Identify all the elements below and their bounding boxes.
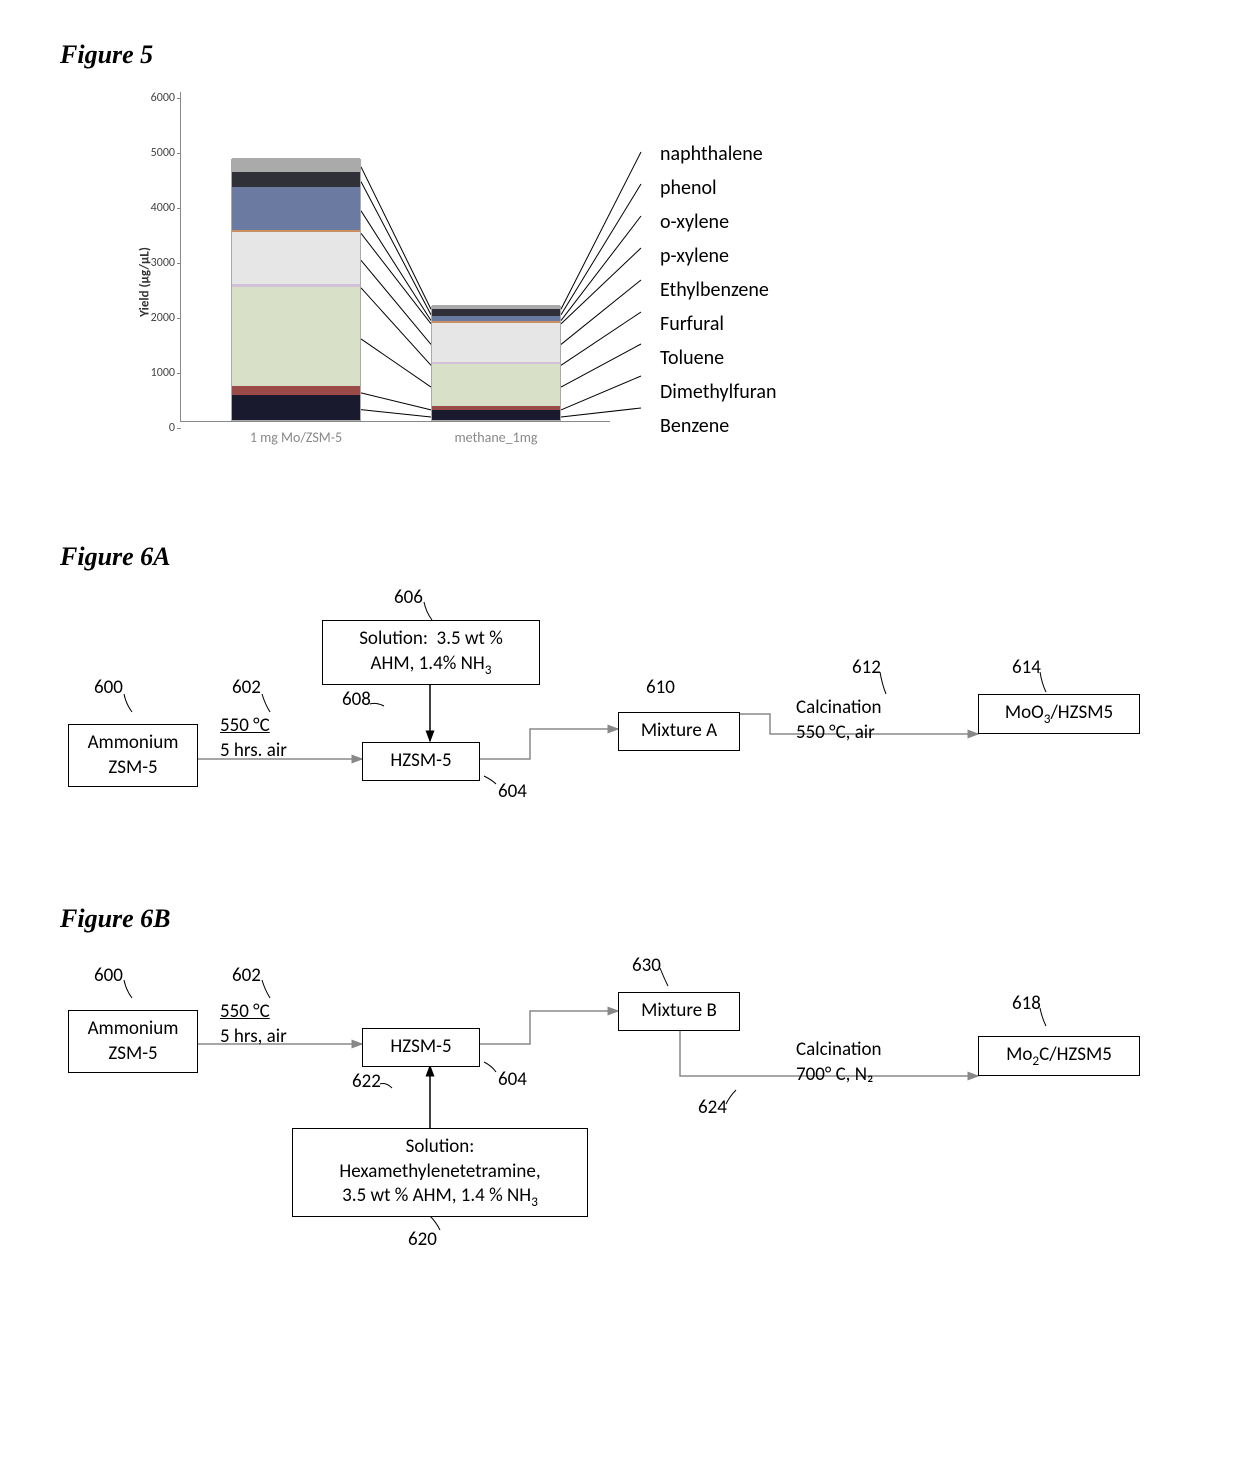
seg-Toluene xyxy=(232,287,360,386)
ref-604-6b: 604 xyxy=(498,1068,527,1091)
ref-602-6b: 602 xyxy=(232,964,261,987)
seg-Furfural xyxy=(232,284,360,287)
legend-item-Benzene: Benzene xyxy=(660,414,776,438)
seg-Furfural xyxy=(432,362,560,364)
seg-Ethylbenzene xyxy=(432,323,560,363)
ytick: 3000 xyxy=(151,256,175,270)
seg-p-xylene xyxy=(232,230,360,232)
node-ammonium-6a: AmmoniumZSM-5 xyxy=(68,724,198,787)
flowchart-6a: AmmoniumZSM-5 600 550 °C 5 hrs. air 602 … xyxy=(60,584,1180,844)
legend-item-phenol: phenol xyxy=(660,176,776,200)
ref-602-6a: 602 xyxy=(232,676,261,699)
seg-phenol xyxy=(232,172,360,187)
figure-5: Figure 5 Yield (μg/μL) 01000200030004000… xyxy=(60,40,1180,482)
edge3-6b: Calcination 700° C, N₂ xyxy=(796,1038,881,1087)
edge1-line1-6b: 550 °C xyxy=(220,1000,270,1023)
legend-item-Furfural: Furfural xyxy=(660,312,776,336)
ref-606-6a: 606 xyxy=(394,586,423,609)
node-product-6b: Mo2C/HZSM5 xyxy=(978,1036,1140,1076)
edge3-line1-6a: Calcination xyxy=(796,696,881,719)
flowchart-6b: AmmoniumZSM-5 600 550 °C 5 hrs, air 602 … xyxy=(60,946,1180,1266)
edge3-line2-6a: 550 °C, air xyxy=(796,721,875,744)
legend-list: naphthalene phenol o-xylene p-xylene Ethylbe… xyxy=(660,142,776,482)
ytick: 4000 xyxy=(151,201,175,215)
node-ammonium-6b: AmmoniumZSM-5 xyxy=(68,1010,198,1073)
seg-phenol xyxy=(432,309,560,316)
ref-620-6b: 620 xyxy=(408,1228,437,1251)
seg-o-xylene xyxy=(432,316,560,321)
ref-610-6a: 610 xyxy=(646,676,675,699)
legend-item-Toluene: Toluene xyxy=(660,346,776,370)
ytick: 1000 xyxy=(151,366,175,380)
figure-6b-title: Figure 6B xyxy=(60,904,1180,934)
edge1-6a: 550 °C 5 hrs. air xyxy=(220,714,287,763)
edge3-line1-6b: Calcination xyxy=(796,1038,881,1061)
node-hzsm5-6a: HZSM-5 xyxy=(362,742,480,781)
ytick: 6000 xyxy=(151,91,175,105)
seg-Toluene xyxy=(432,364,560,405)
ref-600-6b: 600 xyxy=(94,964,123,987)
ref-618-6b: 618 xyxy=(1012,992,1041,1015)
chart-plot-area: Yield (μg/μL) 01000200030004000500060001… xyxy=(120,82,640,482)
ref-608-6a: 608 xyxy=(342,688,371,711)
chart-container: Yield (μg/μL) 01000200030004000500060001… xyxy=(120,82,1180,482)
edge1-line1-6a: 550 °C xyxy=(220,714,270,737)
seg-naphthalene xyxy=(432,305,560,309)
legend-item-p-xylene: p-xylene xyxy=(660,244,776,268)
edge1-line2-6b: 5 hrs, air xyxy=(220,1025,287,1048)
node-mixtureA-6a: Mixture A xyxy=(618,712,740,751)
ref-624-6b: 624 xyxy=(698,1096,727,1119)
seg-Dimethylfuran xyxy=(432,406,560,410)
seg-naphthalene xyxy=(232,158,360,172)
node-mixtureB-6b: Mixture B xyxy=(618,992,740,1031)
ytick: 2000 xyxy=(151,311,175,325)
x-category-1: methane_1mg xyxy=(431,429,561,446)
bar-1 xyxy=(431,306,561,421)
ref-600-6a: 600 xyxy=(94,676,123,699)
node-solution-6b: Solution:Hexamethylenetetramine,3.5 wt %… xyxy=(292,1128,588,1217)
figure-5-title: Figure 5 xyxy=(60,40,1180,70)
legend-item-naphthalene: naphthalene xyxy=(660,142,776,166)
figure-6b: Figure 6B AmmoniumZSM-5 600 xyxy=(60,904,1180,1266)
seg-Benzene xyxy=(232,395,360,420)
seg-o-xylene xyxy=(232,187,360,230)
seg-Dimethylfuran xyxy=(232,386,360,395)
node-solution-6a: Solution: 3.5 wt %AHM, 1.4% NH3 xyxy=(322,620,540,685)
figure-6a: Figure 6A AmmoniumZSM-5 600 xyxy=(60,542,1180,844)
legend-item-Ethylbenzene: Ethylbenzene xyxy=(660,278,776,302)
ref-614-6a: 614 xyxy=(1012,656,1041,679)
ref-622-6b: 622 xyxy=(352,1070,381,1093)
bar-0 xyxy=(231,159,361,421)
seg-Benzene xyxy=(432,410,560,420)
figure-6a-title: Figure 6A xyxy=(60,542,1180,572)
ref-612-6a: 612 xyxy=(852,656,881,679)
seg-p-xylene xyxy=(432,321,560,323)
edge3-6a: Calcination 550 °C, air xyxy=(796,696,881,745)
node-product-6a: MoO3/HZSM5 xyxy=(978,694,1140,734)
ref-630-6b: 630 xyxy=(632,954,661,977)
legend-item-o-xylene: o-xylene xyxy=(660,210,776,234)
legend-item-Dimethylfuran: Dimethylfuran xyxy=(660,380,776,404)
plot-region: 01000200030004000500060001 mg Mo/ZSM-5me… xyxy=(180,92,610,422)
edge1-line2-6a: 5 hrs. air xyxy=(220,739,287,762)
node-hzsm5-6b: HZSM-5 xyxy=(362,1028,480,1067)
ytick: 0 xyxy=(169,421,175,435)
ytick: 5000 xyxy=(151,146,175,160)
ref-604-6a: 604 xyxy=(498,780,527,803)
edge1-6b: 550 °C 5 hrs, air xyxy=(220,1000,287,1049)
x-category-0: 1 mg Mo/ZSM-5 xyxy=(231,429,361,446)
seg-Ethylbenzene xyxy=(232,232,360,284)
edge3-line2-6b: 700° C, N₂ xyxy=(796,1063,873,1086)
